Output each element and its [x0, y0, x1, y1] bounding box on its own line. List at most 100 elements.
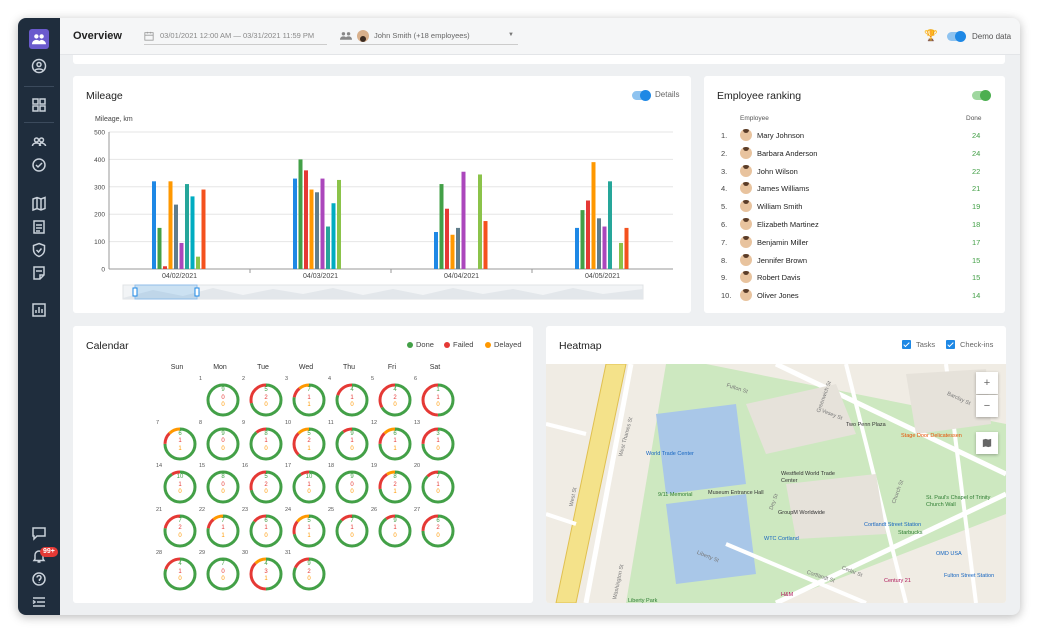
mileage-bar[interactable]: [337, 179, 341, 269]
tasks-checkbox[interactable]: Tasks: [902, 340, 935, 349]
details-toggle[interactable]: [632, 90, 651, 101]
map-place-label[interactable]: Westfield World Trade Center: [781, 471, 835, 484]
calendar-day[interactable]: 24 5 1 1: [285, 507, 330, 551]
calendar-day[interactable]: 21 7 2 0: [156, 507, 201, 551]
mileage-bar[interactable]: [608, 181, 612, 269]
chart-navigator[interactable]: [122, 284, 644, 300]
mileage-bar[interactable]: [152, 181, 156, 269]
calendar-day[interactable]: 20 7 1 0: [414, 463, 459, 507]
map-place-label[interactable]: WTC Cortland: [764, 536, 799, 542]
reports-icon[interactable]: [29, 300, 49, 320]
mileage-bar[interactable]: [450, 234, 455, 269]
map-place-label[interactable]: H&M: [781, 592, 794, 598]
mileage-bar[interactable]: [320, 178, 325, 269]
navigator-handle-right[interactable]: [194, 287, 200, 297]
mileage-bar[interactable]: [196, 256, 200, 269]
mileage-bar[interactable]: [591, 162, 596, 269]
dashboard-icon[interactable]: [29, 95, 49, 115]
tasks-icon[interactable]: [29, 155, 49, 175]
mileage-bar[interactable]: [185, 184, 189, 269]
app-logo[interactable]: [29, 29, 49, 49]
calendar-day[interactable]: 27 6 2 0: [414, 507, 459, 551]
calendar-day[interactable]: 30 4 3 1: [242, 550, 287, 594]
calendar-day[interactable]: 28 4 1 0: [156, 550, 201, 594]
mileage-bar[interactable]: [304, 170, 308, 269]
calendar-day[interactable]: 15 8 0 0: [199, 463, 244, 507]
mileage-bar[interactable]: [331, 203, 336, 269]
navigator-handle-left[interactable]: [132, 287, 138, 297]
map-place-label[interactable]: Liberty Park: [628, 598, 658, 603]
calendar-day[interactable]: 13 3 1 0: [414, 420, 459, 464]
zoom-out-button[interactable]: −: [976, 395, 998, 417]
help-icon[interactable]: [29, 569, 49, 589]
mileage-bar[interactable]: [580, 210, 585, 269]
calendar-day[interactable]: 17 10 1 0: [285, 463, 330, 507]
map-place-label[interactable]: Stage Door Delicatessen: [901, 433, 962, 439]
calendar-day[interactable]: 26 9 1 0: [371, 507, 416, 551]
map-place-label[interactable]: Cortlandt Street Station: [864, 522, 922, 528]
mileage-bar[interactable]: [456, 227, 460, 269]
employees-icon[interactable]: [29, 132, 49, 152]
ranking-row[interactable]: 9. Robert Davis 15: [704, 269, 1005, 286]
calendar-day[interactable]: 22 7 1 1: [199, 507, 244, 551]
mileage-bar[interactable]: [309, 189, 314, 269]
mileage-bar[interactable]: [575, 227, 579, 269]
calendar-day[interactable]: 14 10 1 0: [156, 463, 201, 507]
map-place-label[interactable]: St. Paul's Chapel of Trinity Church Wall: [926, 495, 991, 508]
ranking-row[interactable]: 10. Oliver Jones 14: [704, 287, 1005, 304]
mileage-bar[interactable]: [293, 178, 297, 269]
mileage-bar[interactable]: [168, 181, 173, 269]
map-icon[interactable]: [29, 194, 49, 214]
checkins-checkbox[interactable]: Check-ins: [946, 340, 993, 349]
calendar-day[interactable]: 16 5 2 0: [242, 463, 287, 507]
calendar-day[interactable]: 29 7 0 0: [199, 550, 244, 594]
mileage-bar[interactable]: [439, 184, 444, 269]
ranking-row[interactable]: 2. Barbara Anderson 24: [704, 145, 1005, 162]
calendar-day[interactable]: 18 9 0 0: [328, 463, 373, 507]
map-place-label[interactable]: OMD USA: [936, 551, 962, 557]
ranking-toggle[interactable]: [972, 90, 991, 101]
mileage-bar[interactable]: [190, 196, 195, 269]
mileage-bar[interactable]: [445, 208, 449, 269]
mileage-bar[interactable]: [586, 200, 590, 270]
calendar-day[interactable]: 23 6 1 0: [242, 507, 287, 551]
mileage-bar[interactable]: [597, 218, 601, 269]
chat-icon[interactable]: [29, 523, 49, 543]
demo-data-toggle[interactable]: [947, 31, 966, 42]
mileage-bar[interactable]: [478, 174, 482, 269]
notes-icon[interactable]: [29, 263, 49, 283]
checklist-icon[interactable]: [29, 240, 49, 260]
mileage-bar[interactable]: [179, 242, 184, 269]
ranking-row[interactable]: 7. Benjamin Miller 17: [704, 234, 1005, 251]
calendar-day[interactable]: 31 9 2 0: [285, 550, 330, 594]
map-place-label[interactable]: Museum Entrance Hall: [708, 490, 764, 496]
calendar-day[interactable]: 10 5 2 1: [285, 420, 330, 464]
calendar-day[interactable]: 11 9 1 0: [328, 420, 373, 464]
map-place-label[interactable]: Century 21: [884, 578, 911, 584]
mileage-bar[interactable]: [434, 232, 438, 269]
mileage-bar[interactable]: [315, 192, 319, 269]
mileage-bar[interactable]: [461, 171, 466, 269]
map-place-label[interactable]: GroupM Worldwide: [778, 510, 825, 516]
mileage-bar[interactable]: [157, 227, 162, 269]
mileage-bar[interactable]: [201, 189, 206, 269]
ranking-row[interactable]: 5. William Smith 19: [704, 198, 1005, 215]
mileage-bar[interactable]: [619, 242, 623, 269]
ranking-row[interactable]: 8. Jennifer Brown 15: [704, 252, 1005, 269]
ranking-row[interactable]: 4. James Williams 21: [704, 180, 1005, 197]
ranking-row[interactable]: 6. Elizabeth Martinez 18: [704, 216, 1005, 233]
map-place-label[interactable]: World Trade Center: [646, 451, 694, 457]
mileage-bar[interactable]: [326, 226, 330, 269]
mileage-bar[interactable]: [624, 227, 629, 269]
calendar-day[interactable]: 25 7 1 0: [328, 507, 373, 551]
ranking-row[interactable]: 3. John Wilson 22: [704, 163, 1005, 180]
zoom-in-button[interactable]: +: [976, 372, 998, 394]
calendar-day[interactable]: 19 8 2 1: [371, 463, 416, 507]
date-range-picker[interactable]: 03/01/2021 12:00 AM — 03/31/2021 11:59 P…: [144, 27, 327, 45]
